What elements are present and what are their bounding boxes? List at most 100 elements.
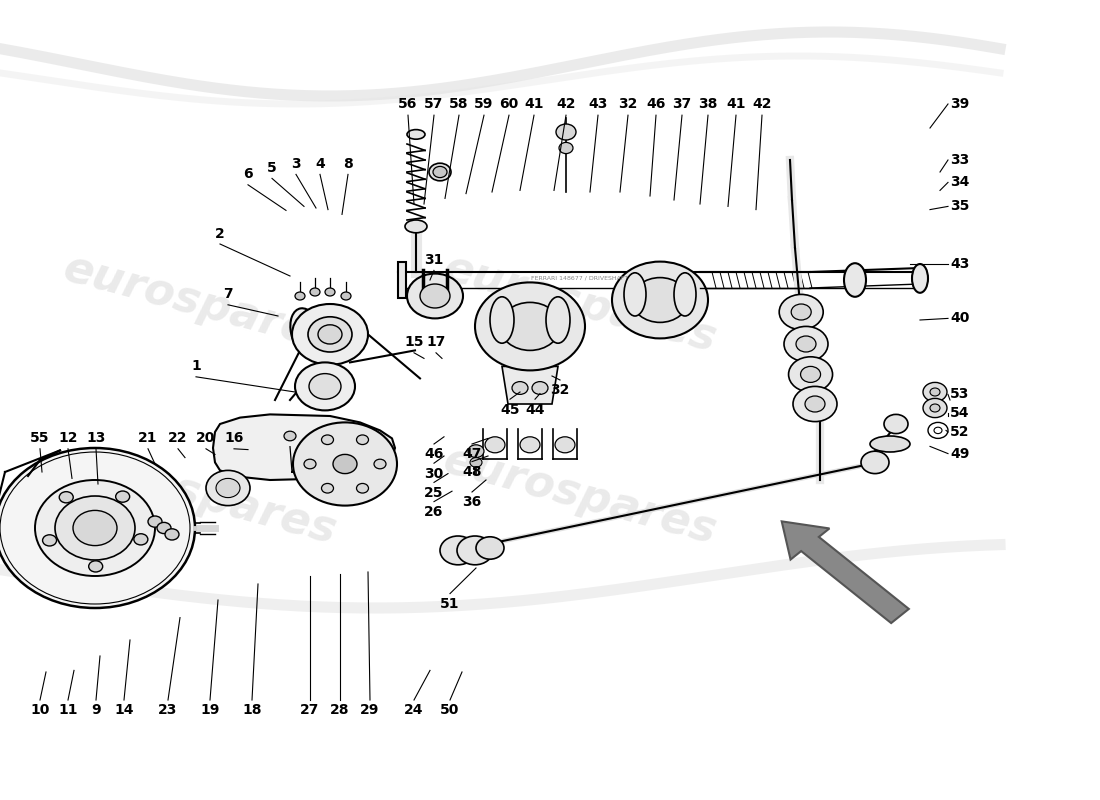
- Text: eurospares: eurospares: [439, 439, 722, 553]
- Text: 26: 26: [425, 505, 443, 519]
- Ellipse shape: [407, 130, 425, 139]
- Text: 50: 50: [440, 703, 460, 718]
- Circle shape: [55, 496, 135, 560]
- Circle shape: [89, 561, 102, 572]
- Ellipse shape: [546, 297, 570, 343]
- Circle shape: [930, 388, 940, 396]
- Circle shape: [500, 302, 560, 350]
- Text: FERRARI 148677 / DRIVESHAFT: FERRARI 148677 / DRIVESHAFT: [531, 276, 628, 281]
- Circle shape: [318, 325, 342, 344]
- Circle shape: [556, 124, 576, 140]
- FancyArrow shape: [782, 522, 909, 623]
- Text: 49: 49: [950, 446, 970, 461]
- Text: 30: 30: [425, 466, 443, 481]
- Text: eurospares: eurospares: [58, 247, 341, 361]
- Text: 6: 6: [243, 167, 253, 182]
- Circle shape: [456, 536, 493, 565]
- Circle shape: [632, 278, 688, 322]
- Text: 2: 2: [216, 226, 224, 241]
- Ellipse shape: [624, 273, 646, 316]
- Text: 22: 22: [168, 431, 188, 446]
- Circle shape: [324, 288, 336, 296]
- Circle shape: [165, 529, 179, 540]
- Text: 36: 36: [462, 495, 482, 510]
- Text: 14: 14: [114, 703, 134, 718]
- Text: 13: 13: [86, 431, 106, 446]
- Circle shape: [321, 435, 333, 445]
- Text: 4: 4: [315, 157, 324, 171]
- Text: 55: 55: [31, 431, 50, 446]
- Text: 31: 31: [425, 253, 443, 267]
- Circle shape: [923, 398, 947, 418]
- Text: 16: 16: [224, 431, 244, 446]
- Circle shape: [468, 445, 484, 458]
- Text: 28: 28: [330, 703, 350, 718]
- Circle shape: [520, 437, 540, 453]
- Circle shape: [930, 404, 940, 412]
- Circle shape: [206, 470, 250, 506]
- Text: 32: 32: [618, 97, 638, 111]
- Circle shape: [293, 422, 397, 506]
- Text: 42: 42: [752, 97, 772, 111]
- Ellipse shape: [870, 436, 910, 452]
- Text: 43: 43: [950, 257, 970, 271]
- Text: 19: 19: [200, 703, 220, 718]
- Text: 58: 58: [449, 97, 469, 111]
- Text: 21: 21: [139, 431, 157, 446]
- Circle shape: [470, 458, 482, 467]
- Ellipse shape: [290, 308, 321, 356]
- Text: 11: 11: [58, 703, 78, 718]
- Text: 7: 7: [223, 287, 233, 302]
- Circle shape: [356, 435, 369, 445]
- Circle shape: [805, 396, 825, 412]
- Circle shape: [309, 374, 341, 399]
- Text: 1: 1: [191, 359, 201, 374]
- Circle shape: [485, 437, 505, 453]
- Text: 10: 10: [31, 703, 50, 718]
- Text: 20: 20: [196, 431, 216, 446]
- Text: 17: 17: [427, 335, 446, 350]
- Text: 15: 15: [405, 335, 424, 350]
- Circle shape: [157, 522, 170, 534]
- Text: 57: 57: [425, 97, 443, 111]
- Circle shape: [73, 510, 117, 546]
- Circle shape: [284, 431, 296, 441]
- Circle shape: [310, 288, 320, 296]
- Circle shape: [433, 166, 447, 178]
- Text: 47: 47: [462, 447, 482, 462]
- Circle shape: [475, 282, 585, 370]
- Text: 8: 8: [343, 157, 353, 171]
- Circle shape: [148, 516, 162, 527]
- Circle shape: [35, 480, 155, 576]
- Ellipse shape: [844, 263, 866, 297]
- Circle shape: [796, 336, 816, 352]
- Ellipse shape: [674, 273, 696, 316]
- Circle shape: [43, 534, 56, 546]
- Text: eurospares: eurospares: [439, 247, 722, 361]
- Text: 52: 52: [950, 425, 970, 439]
- Circle shape: [216, 478, 240, 498]
- Text: 29: 29: [361, 703, 379, 718]
- Circle shape: [884, 414, 908, 434]
- Circle shape: [779, 294, 823, 330]
- Text: 44: 44: [526, 402, 544, 417]
- Circle shape: [295, 362, 355, 410]
- Text: 46: 46: [425, 447, 443, 462]
- Circle shape: [532, 382, 548, 394]
- Circle shape: [801, 366, 821, 382]
- Ellipse shape: [912, 264, 928, 293]
- Text: 37: 37: [672, 97, 692, 111]
- Circle shape: [923, 382, 947, 402]
- Text: 24: 24: [405, 703, 424, 718]
- Text: eurospares: eurospares: [58, 439, 341, 553]
- Text: 43: 43: [588, 97, 607, 111]
- Text: 56: 56: [398, 97, 418, 111]
- Text: 59: 59: [474, 97, 494, 111]
- Circle shape: [321, 483, 333, 493]
- Text: 34: 34: [950, 175, 970, 190]
- Circle shape: [134, 534, 147, 545]
- Text: 12: 12: [58, 431, 78, 446]
- Circle shape: [559, 142, 573, 154]
- Circle shape: [59, 492, 74, 503]
- Text: 27: 27: [300, 703, 320, 718]
